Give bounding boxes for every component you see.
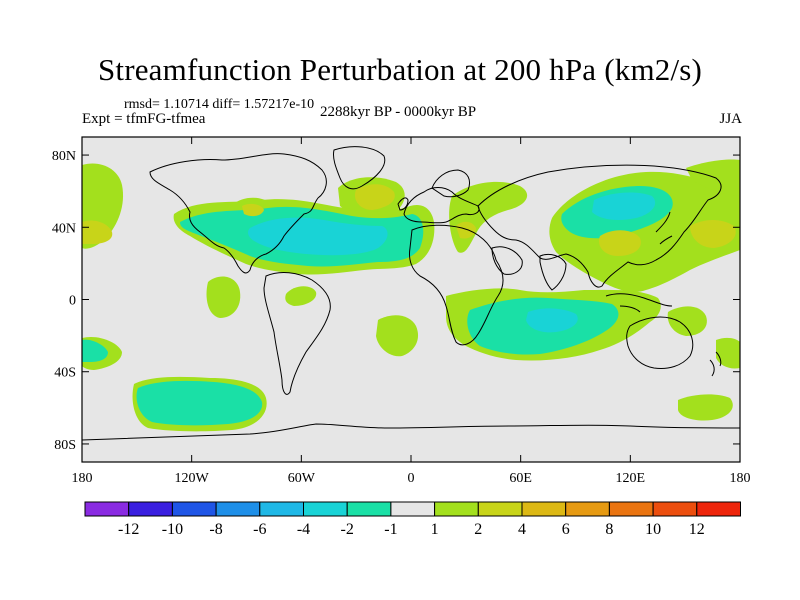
- colorbar-boxes: [84, 501, 741, 517]
- colorbar-box: [652, 501, 698, 517]
- colorbar-box: [346, 501, 392, 517]
- colorbar-box: [303, 501, 348, 517]
- colorbar-label: 10: [645, 521, 661, 538]
- colorbar-label: 4: [518, 521, 526, 538]
- coast-antarctica: [82, 423, 740, 441]
- lat-tick-label: 80S: [54, 438, 76, 453]
- coast-scandinavia: [431, 169, 471, 198]
- coast-uk: [397, 197, 409, 211]
- coast-europe: [403, 187, 480, 224]
- stats-text: rmsd= 1.10714 diff= 1.57217e-10: [124, 97, 315, 112]
- colorbar-labels: -12 -10 -8 -6 -4 -2 -1 1 2 4 6 8 10 12: [118, 521, 705, 538]
- colorbar-box: [565, 501, 610, 517]
- coast-indonesia: [605, 293, 673, 313]
- strong-negative-cores: [248, 192, 656, 333]
- colorbar-box: [390, 501, 436, 517]
- colorbar-label: -12: [118, 521, 139, 538]
- colorbar-box: [521, 501, 567, 517]
- colorbar-label: -8: [209, 521, 222, 538]
- lon-tick-label: 120W: [175, 471, 210, 486]
- colorbar-box: [171, 501, 217, 517]
- contour-fields: [82, 159, 740, 432]
- strong-positive-cores: [82, 184, 736, 256]
- lat-tick-label: 0: [69, 294, 76, 309]
- colorbar-label: -10: [162, 521, 183, 538]
- colorbar-box: [84, 501, 130, 517]
- colorbar-box: [128, 501, 173, 517]
- lat-tick-label: 80N: [52, 149, 76, 164]
- lon-tick-label: 0: [408, 471, 415, 486]
- lon-tick-label: 180: [730, 471, 751, 486]
- colorbar-label: -4: [297, 521, 310, 538]
- colorbar-label: 6: [562, 521, 570, 538]
- coast-africa: [409, 224, 504, 346]
- lat-tick-label: 40S: [54, 366, 76, 381]
- coast-new-zealand: [709, 351, 722, 377]
- longitude-axis: 180 120W 60W 0 60E 120E 180: [72, 137, 751, 486]
- latitude-axis: 80N 40N 0 40S 80S: [52, 149, 740, 453]
- lon-tick-label: 60W: [288, 471, 316, 486]
- experiment-label: Expt = tfmFG-tfmea: [82, 111, 206, 127]
- colorbar-box: [608, 501, 654, 517]
- coast-north-america: [149, 153, 327, 274]
- colorbar-label: 1: [431, 521, 439, 538]
- period-label: 2288kyr BP - 0000kyr BP: [320, 104, 477, 120]
- coast-japan: [655, 211, 673, 245]
- coast-australia: [626, 316, 694, 369]
- lon-tick-label: 60E: [509, 471, 532, 486]
- coast-south-america: [263, 272, 331, 395]
- coast-india: [539, 253, 567, 291]
- colorbar-label: -6: [253, 521, 266, 538]
- lon-tick-label: 180: [72, 471, 93, 486]
- coastlines: [82, 146, 740, 441]
- colorbar-box: [434, 501, 479, 517]
- colorbar-label: -1: [384, 521, 397, 538]
- colorbar-label: -2: [341, 521, 354, 538]
- coast-greenland: [333, 146, 386, 190]
- lat-tick-label: 40N: [52, 221, 76, 236]
- coast-arabia: [491, 246, 523, 275]
- season-label: JJA: [719, 111, 742, 127]
- coast-asia: [477, 164, 722, 288]
- colorbar-box: [696, 501, 741, 517]
- colorbar-box: [215, 501, 261, 517]
- chart-title: Streamfunction Perturbation at 200 hPa (…: [97, 52, 703, 87]
- colorbar-label: 2: [474, 521, 482, 538]
- colorbar-box: [259, 501, 304, 517]
- colorbar-label: 12: [689, 521, 705, 538]
- lon-tick-label: 120E: [616, 471, 646, 486]
- colorbar-box: [477, 501, 523, 517]
- colorbar-label: 8: [605, 521, 613, 538]
